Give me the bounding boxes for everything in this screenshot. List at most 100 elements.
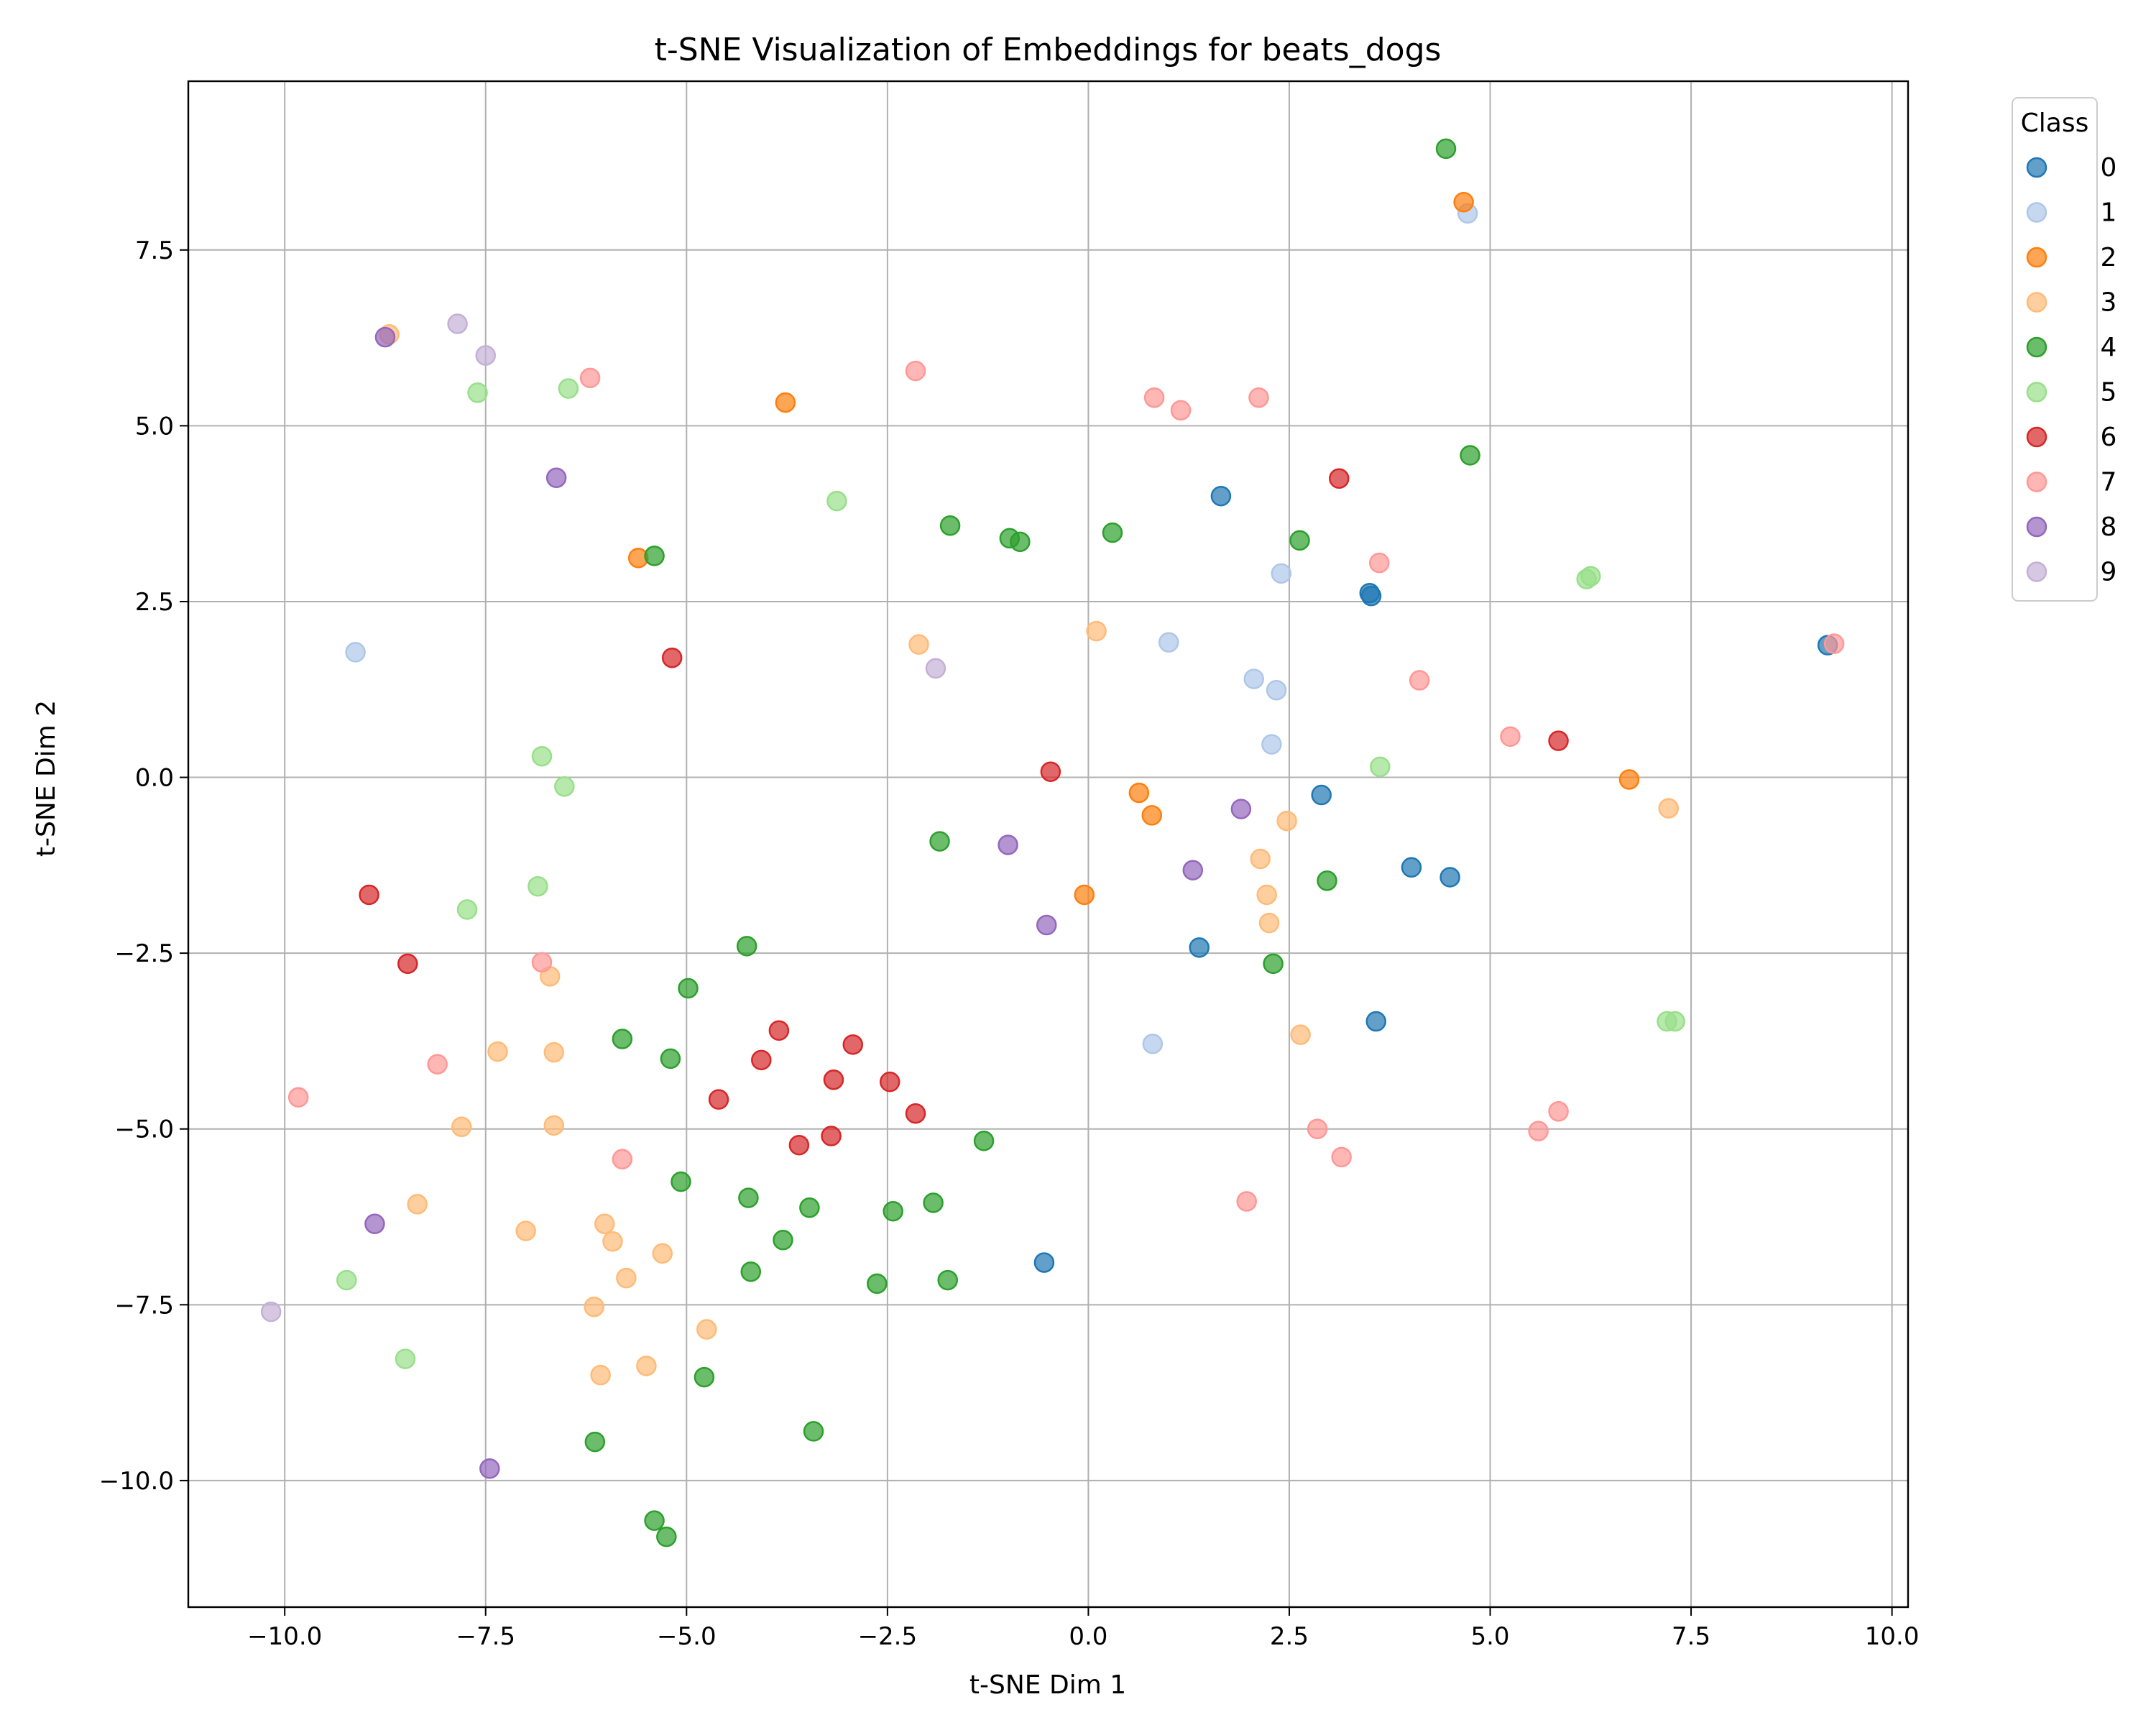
- data-point: [612, 1029, 633, 1049]
- data-point: [998, 834, 1018, 855]
- data-point: [467, 382, 488, 403]
- data-point: [594, 1213, 615, 1235]
- y-tick-label: −5.0: [114, 1116, 174, 1144]
- legend-label: 5: [2101, 378, 2117, 408]
- legend-marker: [2026, 202, 2047, 223]
- data-point: [937, 1269, 958, 1291]
- data-point: [1500, 726, 1521, 748]
- data-point: [1307, 1118, 1328, 1139]
- legend: Class 0 1 2 3 4 5 6 7 8 9: [2012, 97, 2117, 602]
- x-tick-label: 10.0: [1865, 1622, 1920, 1651]
- data-point: [287, 1087, 309, 1108]
- data-point: [475, 345, 496, 366]
- data-point: [1266, 679, 1287, 701]
- y-axis-label: t-SNE Dim 2: [32, 700, 61, 857]
- axis-ticks: −10.0 −7.5 −5.0 −2.5 0.0 2.5 5.0 7.5 10.0 −10.0 −7…: [99, 236, 1920, 1651]
- data-point: [736, 936, 757, 957]
- legend-items: 0 1 2 3 4 5 6 7 8 9: [2026, 153, 2117, 587]
- data-point: [1439, 867, 1460, 888]
- data-point: [883, 1200, 903, 1222]
- data-point: [554, 776, 575, 797]
- data-point: [1033, 1252, 1055, 1273]
- legend-marker: [2026, 292, 2047, 313]
- data-point: [867, 1273, 888, 1294]
- data-point: [1258, 912, 1280, 934]
- data-point: [1141, 805, 1163, 826]
- legend-item-class-4: 4: [2026, 333, 2116, 362]
- data-point: [644, 1510, 665, 1531]
- series-class-6: [359, 468, 1569, 1156]
- legend-marker: [2026, 472, 2047, 492]
- legend-label: 3: [2101, 288, 2117, 318]
- x-tick-label: −2.5: [858, 1622, 918, 1651]
- x-tick-label: 7.5: [1672, 1622, 1710, 1651]
- series-class-9: [260, 313, 946, 1322]
- data-point: [1580, 566, 1601, 587]
- data-point: [652, 1243, 673, 1264]
- data-point: [616, 1267, 637, 1289]
- data-point: [1460, 445, 1480, 466]
- legend-item-class-9: 9: [2026, 558, 2117, 587]
- legend-label: 8: [2101, 512, 2117, 542]
- legend-marker: [2026, 336, 2047, 358]
- data-point: [661, 647, 683, 668]
- plot-frame: [187, 80, 1909, 1609]
- series-class-7: [287, 360, 1845, 1212]
- data-point: [1040, 761, 1061, 782]
- y-tick-label: 5.0: [135, 412, 174, 441]
- data-point: [1276, 810, 1297, 832]
- series-class-2: [627, 192, 1640, 906]
- data-point: [543, 1115, 565, 1136]
- data-point: [1823, 633, 1845, 654]
- data-point: [515, 1220, 536, 1241]
- legend-title: Class: [2021, 109, 2089, 138]
- data-point: [612, 1149, 633, 1170]
- data-point: [1243, 668, 1265, 689]
- data-point: [364, 1213, 385, 1235]
- data-point: [636, 1356, 657, 1376]
- data-point: [660, 1048, 681, 1070]
- data-point: [821, 1126, 842, 1146]
- data-point: [738, 1187, 759, 1208]
- data-point: [1401, 857, 1422, 878]
- data-point: [1664, 1011, 1685, 1032]
- data-point: [1548, 1101, 1569, 1122]
- data-point: [1170, 400, 1192, 421]
- data-point: [879, 1071, 900, 1092]
- data-point: [558, 378, 579, 399]
- legend-marker: [2026, 426, 2047, 448]
- data-point: [1263, 953, 1284, 975]
- data-point: [708, 1089, 729, 1110]
- data-point: [545, 467, 567, 489]
- data-point: [1128, 782, 1150, 804]
- data-point: [590, 1364, 611, 1386]
- legend-label: 2: [2101, 243, 2117, 272]
- data-point: [1290, 1024, 1311, 1045]
- data-point: [1658, 798, 1680, 819]
- data-point: [447, 313, 468, 334]
- legend-item-class-2: 2: [2026, 243, 2117, 272]
- x-tick-label: −7.5: [456, 1622, 515, 1651]
- data-point: [923, 1192, 944, 1213]
- data-point: [696, 1319, 717, 1340]
- data-point: [1250, 848, 1271, 870]
- y-tick-label: −2.5: [114, 939, 174, 968]
- y-tick-label: 0.0: [135, 764, 174, 793]
- legend-marker: [2026, 561, 2047, 582]
- data-point: [1289, 530, 1310, 551]
- data-point: [1236, 1191, 1257, 1212]
- data-point: [1189, 937, 1210, 958]
- y-tick-label: −10.0: [99, 1467, 174, 1496]
- data-point: [1102, 522, 1123, 543]
- data-point: [1271, 563, 1292, 584]
- data-point: [584, 1296, 604, 1317]
- data-point: [1086, 620, 1107, 642]
- data-point: [456, 899, 478, 920]
- data-point: [905, 360, 926, 382]
- legend-label: 9: [2101, 558, 2117, 587]
- data-point: [1210, 485, 1232, 507]
- data-point: [543, 1041, 565, 1063]
- data-point: [1261, 734, 1282, 755]
